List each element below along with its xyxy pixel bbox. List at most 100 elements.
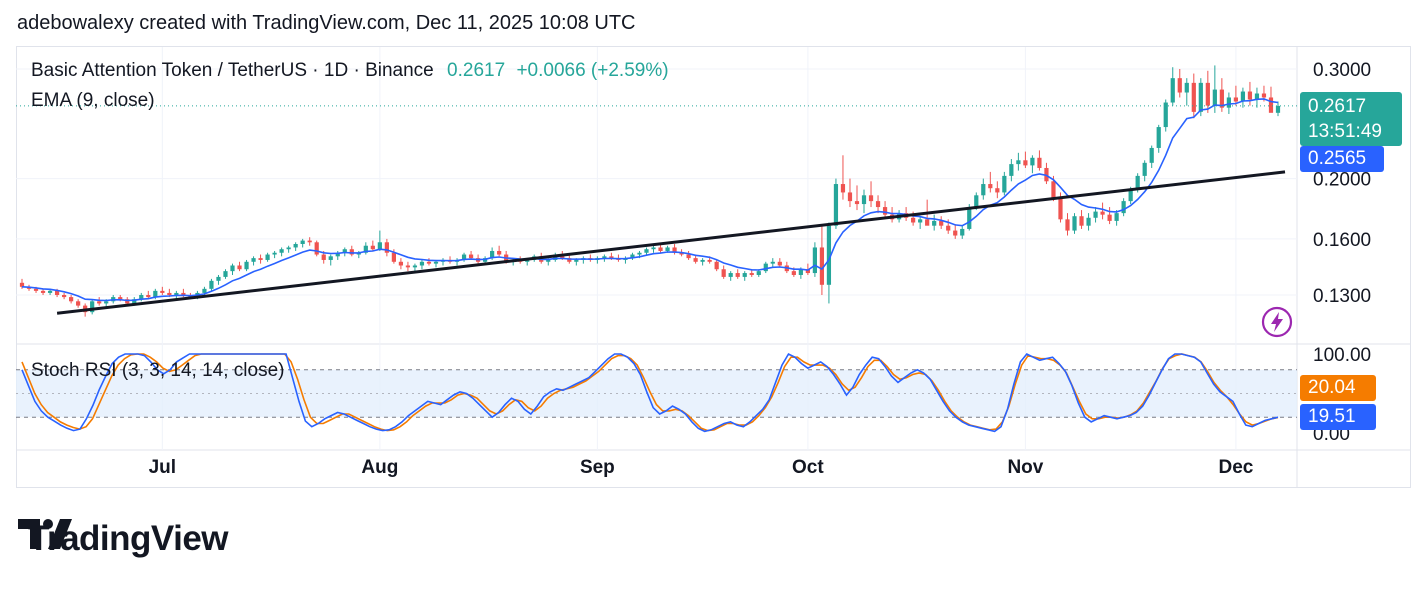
- candle-body: [918, 219, 923, 223]
- candle-body: [139, 295, 144, 300]
- candle-body: [251, 258, 256, 262]
- candle-body: [167, 292, 172, 295]
- candle-body: [826, 225, 832, 285]
- candle-body: [742, 273, 747, 277]
- candle-body: [1170, 78, 1175, 103]
- candle-body: [1149, 147, 1154, 163]
- candle-body: [490, 250, 495, 259]
- candle-body: [391, 252, 396, 262]
- candle-body: [237, 265, 242, 270]
- candle-body: [461, 254, 467, 260]
- candle-body: [925, 219, 930, 226]
- candle-body: [69, 297, 74, 302]
- candle-body: [953, 230, 958, 236]
- price-tick-label: 0.1600: [1313, 230, 1371, 251]
- last-price-value: 0.2617: [1308, 96, 1367, 117]
- candle-body: [637, 252, 642, 255]
- candle-body: [546, 259, 551, 262]
- candle-body: [202, 288, 207, 293]
- month-tick-label: Sep: [580, 457, 615, 478]
- chart-frame: [16, 46, 1411, 488]
- candle-body: [1191, 82, 1196, 112]
- candle-body: [875, 201, 881, 208]
- candle-body: [1198, 82, 1203, 112]
- candle-body: [728, 273, 733, 277]
- candle-body: [54, 290, 60, 295]
- candle-body: [146, 295, 151, 298]
- candle-body: [426, 261, 432, 264]
- candle-body: [1212, 89, 1217, 106]
- candle-body: [153, 290, 158, 298]
- candle-body: [1009, 164, 1014, 176]
- candle-body: [1163, 102, 1168, 128]
- candle-body: [230, 265, 235, 272]
- price-tick-label: 0.3000: [1313, 60, 1371, 81]
- candle-body: [1058, 198, 1063, 220]
- legend-change: +0.0066 (+2.59%): [516, 60, 669, 81]
- candle-body: [1072, 216, 1077, 231]
- candle-body: [19, 282, 25, 287]
- candle-body: [1002, 175, 1007, 193]
- stoch-k-line: [21, 352, 1279, 433]
- candle-body: [1051, 181, 1056, 199]
- price-tick-label: 0.1300: [1313, 286, 1371, 307]
- candle-body: [160, 290, 165, 293]
- candle-body: [209, 280, 214, 289]
- legend-price: 0.2617: [447, 60, 506, 81]
- symbol-title[interactable]: Basic Attention Token / TetherUS · 1D · …: [31, 60, 434, 81]
- candle-body: [939, 220, 944, 226]
- candle-body: [1247, 91, 1253, 100]
- candle-body: [497, 250, 502, 255]
- candle-body: [216, 276, 221, 281]
- candle-body: [868, 195, 874, 202]
- candle-body: [602, 256, 607, 259]
- price-tick-label: 0.2000: [1313, 170, 1371, 191]
- candle-body: [932, 220, 937, 226]
- support-trendline: [56, 170, 1286, 315]
- candle-body: [1261, 93, 1267, 98]
- candle-body: [398, 261, 404, 266]
- candle-body: [791, 271, 796, 275]
- candle-body: [679, 252, 684, 255]
- candle-body: [1219, 89, 1224, 108]
- candle-body: [244, 261, 249, 270]
- candle-body: [946, 225, 951, 231]
- candle-body: [1268, 97, 1274, 113]
- month-tick-label: Oct: [792, 457, 824, 478]
- candle-body: [279, 249, 284, 253]
- candle-body: [1128, 189, 1133, 202]
- tradingview-logo[interactable]: TradingView: [18, 519, 229, 559]
- candle-body: [974, 195, 979, 208]
- candle-body: [1156, 127, 1161, 148]
- lightning-icon[interactable]: [1261, 306, 1293, 338]
- candle-body: [300, 240, 305, 244]
- candle-body: [700, 259, 705, 262]
- candle-body: [174, 292, 179, 295]
- candle-body: [812, 247, 817, 274]
- ema-legend[interactable]: EMA (9, close): [31, 90, 155, 111]
- month-tick-label: Nov: [1007, 457, 1043, 478]
- candle-body: [805, 269, 810, 274]
- candle-body: [960, 228, 965, 236]
- candle-body: [1093, 211, 1098, 218]
- candle-body: [1023, 160, 1028, 166]
- symbol-legend: Basic Attention Token / TetherUS · 1D · …: [31, 60, 669, 82]
- candle-body: [286, 247, 291, 250]
- candle-body: [967, 207, 972, 229]
- candle-body: [33, 288, 39, 291]
- candle-body: [1275, 105, 1281, 113]
- candle-body: [840, 184, 846, 193]
- candle-body: [672, 247, 677, 253]
- candle-body: [819, 247, 825, 285]
- candle-body: [1233, 97, 1239, 102]
- candle-body: [419, 261, 425, 266]
- candle-body: [433, 261, 439, 264]
- candle-body: [377, 242, 382, 250]
- stoch-legend[interactable]: Stoch RSI (3, 3, 14, 14, close): [31, 360, 285, 381]
- candle-body: [384, 242, 389, 253]
- candle-body: [125, 299, 130, 304]
- stoch-k-tag: 20.04: [1300, 375, 1376, 401]
- candle-body: [686, 254, 691, 259]
- candle-body: [47, 290, 53, 293]
